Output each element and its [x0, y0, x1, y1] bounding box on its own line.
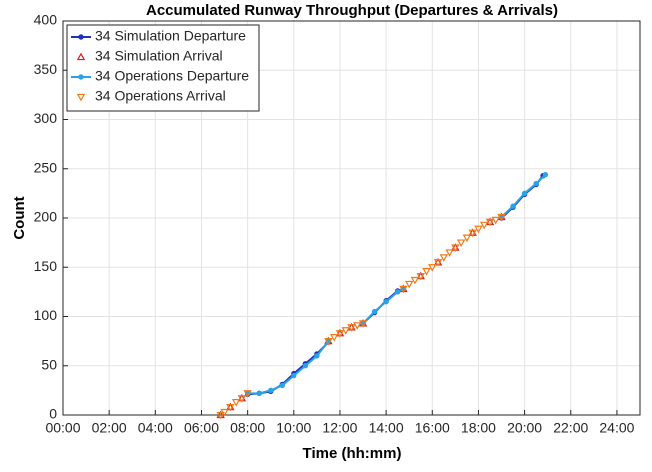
y-tick-label: 300 — [34, 110, 58, 126]
point — [383, 299, 389, 305]
point — [335, 330, 345, 338]
point — [456, 239, 466, 248]
point — [521, 190, 528, 197]
x-tick-label: 14:00 — [369, 420, 404, 436]
point — [324, 337, 333, 346]
x-tick-label: 02:00 — [92, 420, 127, 436]
legend-label: 34 Operations Arrival — [95, 88, 226, 104]
point — [510, 203, 516, 209]
y-axis-label: Count — [11, 196, 28, 239]
point — [445, 249, 454, 257]
x-tick-label: 08:00 — [230, 420, 265, 436]
y-tick-label: 400 — [34, 12, 58, 28]
point — [399, 285, 408, 294]
x-tick-label: 22:00 — [553, 420, 588, 436]
legend-marker — [76, 52, 86, 61]
y-tick-label: 50 — [41, 356, 57, 372]
legend-label: 34 Operations Departure — [95, 68, 249, 84]
point — [314, 353, 320, 359]
point — [226, 403, 235, 412]
point — [358, 320, 368, 328]
x-tick-label: 04:00 — [138, 420, 173, 436]
x-tick-label: 20:00 — [507, 420, 542, 436]
point — [410, 276, 420, 285]
y-tick-label: 100 — [34, 307, 58, 323]
x-tick-label: 06:00 — [184, 420, 219, 436]
series-line — [247, 175, 544, 396]
point — [497, 213, 506, 222]
point — [462, 234, 472, 243]
point — [474, 225, 483, 234]
legend-marker — [78, 74, 84, 80]
point — [433, 259, 443, 267]
point — [542, 171, 549, 178]
legend-marker — [78, 34, 84, 40]
point — [394, 289, 401, 295]
point — [268, 387, 274, 394]
point — [371, 308, 378, 315]
point — [468, 229, 477, 238]
point — [533, 180, 539, 187]
point — [416, 272, 425, 281]
point — [353, 322, 362, 330]
x-tick-label: 12:00 — [322, 420, 357, 436]
point — [243, 390, 252, 398]
point — [341, 327, 350, 335]
point — [404, 280, 414, 289]
chart-title: Accumulated Runway Throughput (Departure… — [146, 2, 558, 19]
point — [451, 244, 460, 252]
legend-label: 34 Simulation Arrival — [95, 48, 223, 64]
y-tick-label: 350 — [34, 61, 58, 77]
legend-label: 34 Simulation Departure — [95, 28, 246, 44]
point — [237, 395, 247, 403]
point — [439, 254, 449, 262]
x-tick-label: 18:00 — [461, 420, 496, 436]
x-tick-label: 16:00 — [415, 420, 450, 436]
x-axis-label: Time (hh:mm) — [303, 445, 402, 462]
point — [491, 216, 500, 225]
point — [216, 411, 225, 420]
point — [302, 363, 309, 369]
legend-marker — [76, 93, 86, 102]
legend-box — [66, 24, 260, 112]
point — [291, 372, 297, 379]
series-line — [247, 173, 547, 395]
point — [428, 264, 437, 272]
y-tick-label: 250 — [34, 159, 58, 175]
y-tick-label: 200 — [34, 209, 58, 225]
plot-frame — [62, 20, 641, 416]
x-tick-label: 10:00 — [276, 420, 311, 436]
y-tick-label: 150 — [34, 258, 58, 274]
point — [220, 408, 229, 417]
point — [329, 334, 339, 342]
y-tick-label: 0 — [49, 406, 57, 422]
point — [347, 324, 356, 332]
point — [422, 268, 431, 276]
x-tick-label: 00:00 — [45, 420, 80, 436]
x-tick-label: 24:00 — [599, 420, 634, 436]
point — [256, 390, 262, 397]
point — [279, 382, 285, 389]
point — [479, 221, 489, 230]
point — [231, 399, 241, 407]
point — [485, 218, 495, 227]
